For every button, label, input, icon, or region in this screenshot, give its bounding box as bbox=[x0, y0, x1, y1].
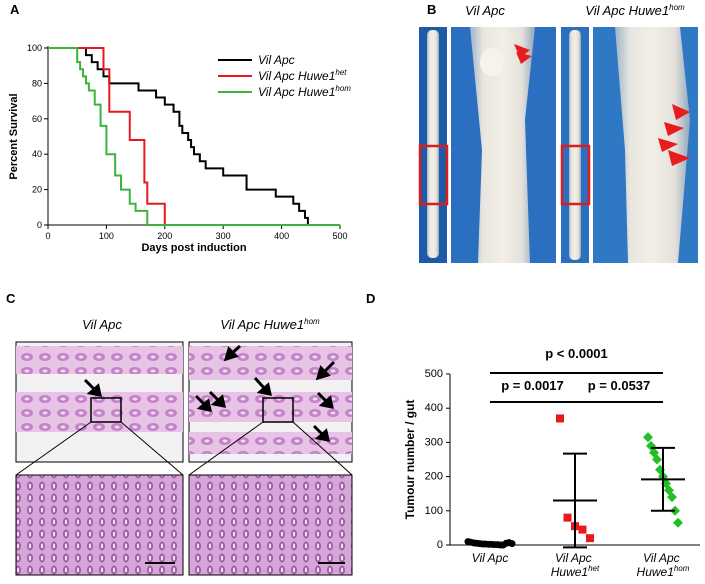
y-axis-label: Percent Survival bbox=[8, 93, 20, 179]
survival-line bbox=[48, 47, 166, 225]
legend-label: Vil Apc bbox=[258, 53, 295, 67]
p-value: p = 0.0537 bbox=[588, 378, 651, 393]
p-value: p < 0.0001 bbox=[545, 346, 608, 361]
survival-line bbox=[48, 47, 340, 226]
y-tick-label: 80 bbox=[32, 78, 42, 88]
data-point bbox=[578, 525, 587, 534]
p-value: p = 0.0017 bbox=[501, 378, 564, 393]
y-tick-label: 40 bbox=[32, 149, 42, 159]
y-tick-label: 100 bbox=[27, 43, 42, 53]
y-tick-label: 0 bbox=[437, 539, 443, 551]
photo-label: Vil Apc bbox=[465, 3, 505, 18]
y-tick-label: 200 bbox=[425, 471, 443, 483]
data-point bbox=[586, 534, 594, 543]
x-axis-label: Days post induction bbox=[141, 242, 246, 254]
histology bbox=[15, 341, 353, 576]
survival-line bbox=[48, 47, 309, 225]
panel-label: D bbox=[366, 291, 375, 306]
y-tick-label: 60 bbox=[32, 114, 42, 124]
panel-label: C bbox=[6, 291, 16, 306]
photo-label: Vil Apc Huwe1hom bbox=[585, 3, 685, 18]
y-tick-label: 0 bbox=[37, 220, 42, 230]
data-point bbox=[556, 414, 564, 423]
data-point bbox=[667, 492, 677, 503]
x-tick-label: Vil Apc bbox=[472, 551, 509, 565]
y-tick-label: 500 bbox=[425, 368, 443, 380]
panel-label: B bbox=[427, 2, 436, 17]
x-tick-label: 500 bbox=[332, 231, 347, 241]
histology-label: Vil Apc Huwe1hom bbox=[220, 317, 320, 332]
x-tick-label: Vil Apc Huwe1het bbox=[551, 551, 600, 579]
y-tick-label: 100 bbox=[425, 505, 443, 517]
histology-label: Vil Apc bbox=[82, 317, 122, 332]
legend-label: Vil Apc Huwe1hom bbox=[258, 84, 351, 99]
x-tick-label: 300 bbox=[216, 231, 231, 241]
legend-label: Vil Apc Huwe1het bbox=[258, 68, 347, 83]
x-tick-label: 0 bbox=[45, 231, 50, 241]
y-axis-label: Tumour number / gut bbox=[403, 400, 417, 520]
gut-photos bbox=[418, 27, 698, 263]
x-tick-label: 400 bbox=[274, 231, 289, 241]
x-tick-label: Vil Apc Huwe1hom bbox=[637, 551, 690, 579]
y-tick-label: 20 bbox=[32, 185, 42, 195]
data-point bbox=[563, 513, 572, 522]
panel-label: A bbox=[10, 2, 20, 17]
data-point bbox=[652, 454, 662, 465]
data-point bbox=[673, 517, 683, 528]
y-tick-label: 400 bbox=[425, 402, 443, 414]
y-tick-label: 300 bbox=[425, 436, 443, 448]
x-tick-label: 200 bbox=[157, 231, 172, 241]
x-tick-label: 100 bbox=[99, 231, 114, 241]
data-point bbox=[643, 432, 653, 443]
